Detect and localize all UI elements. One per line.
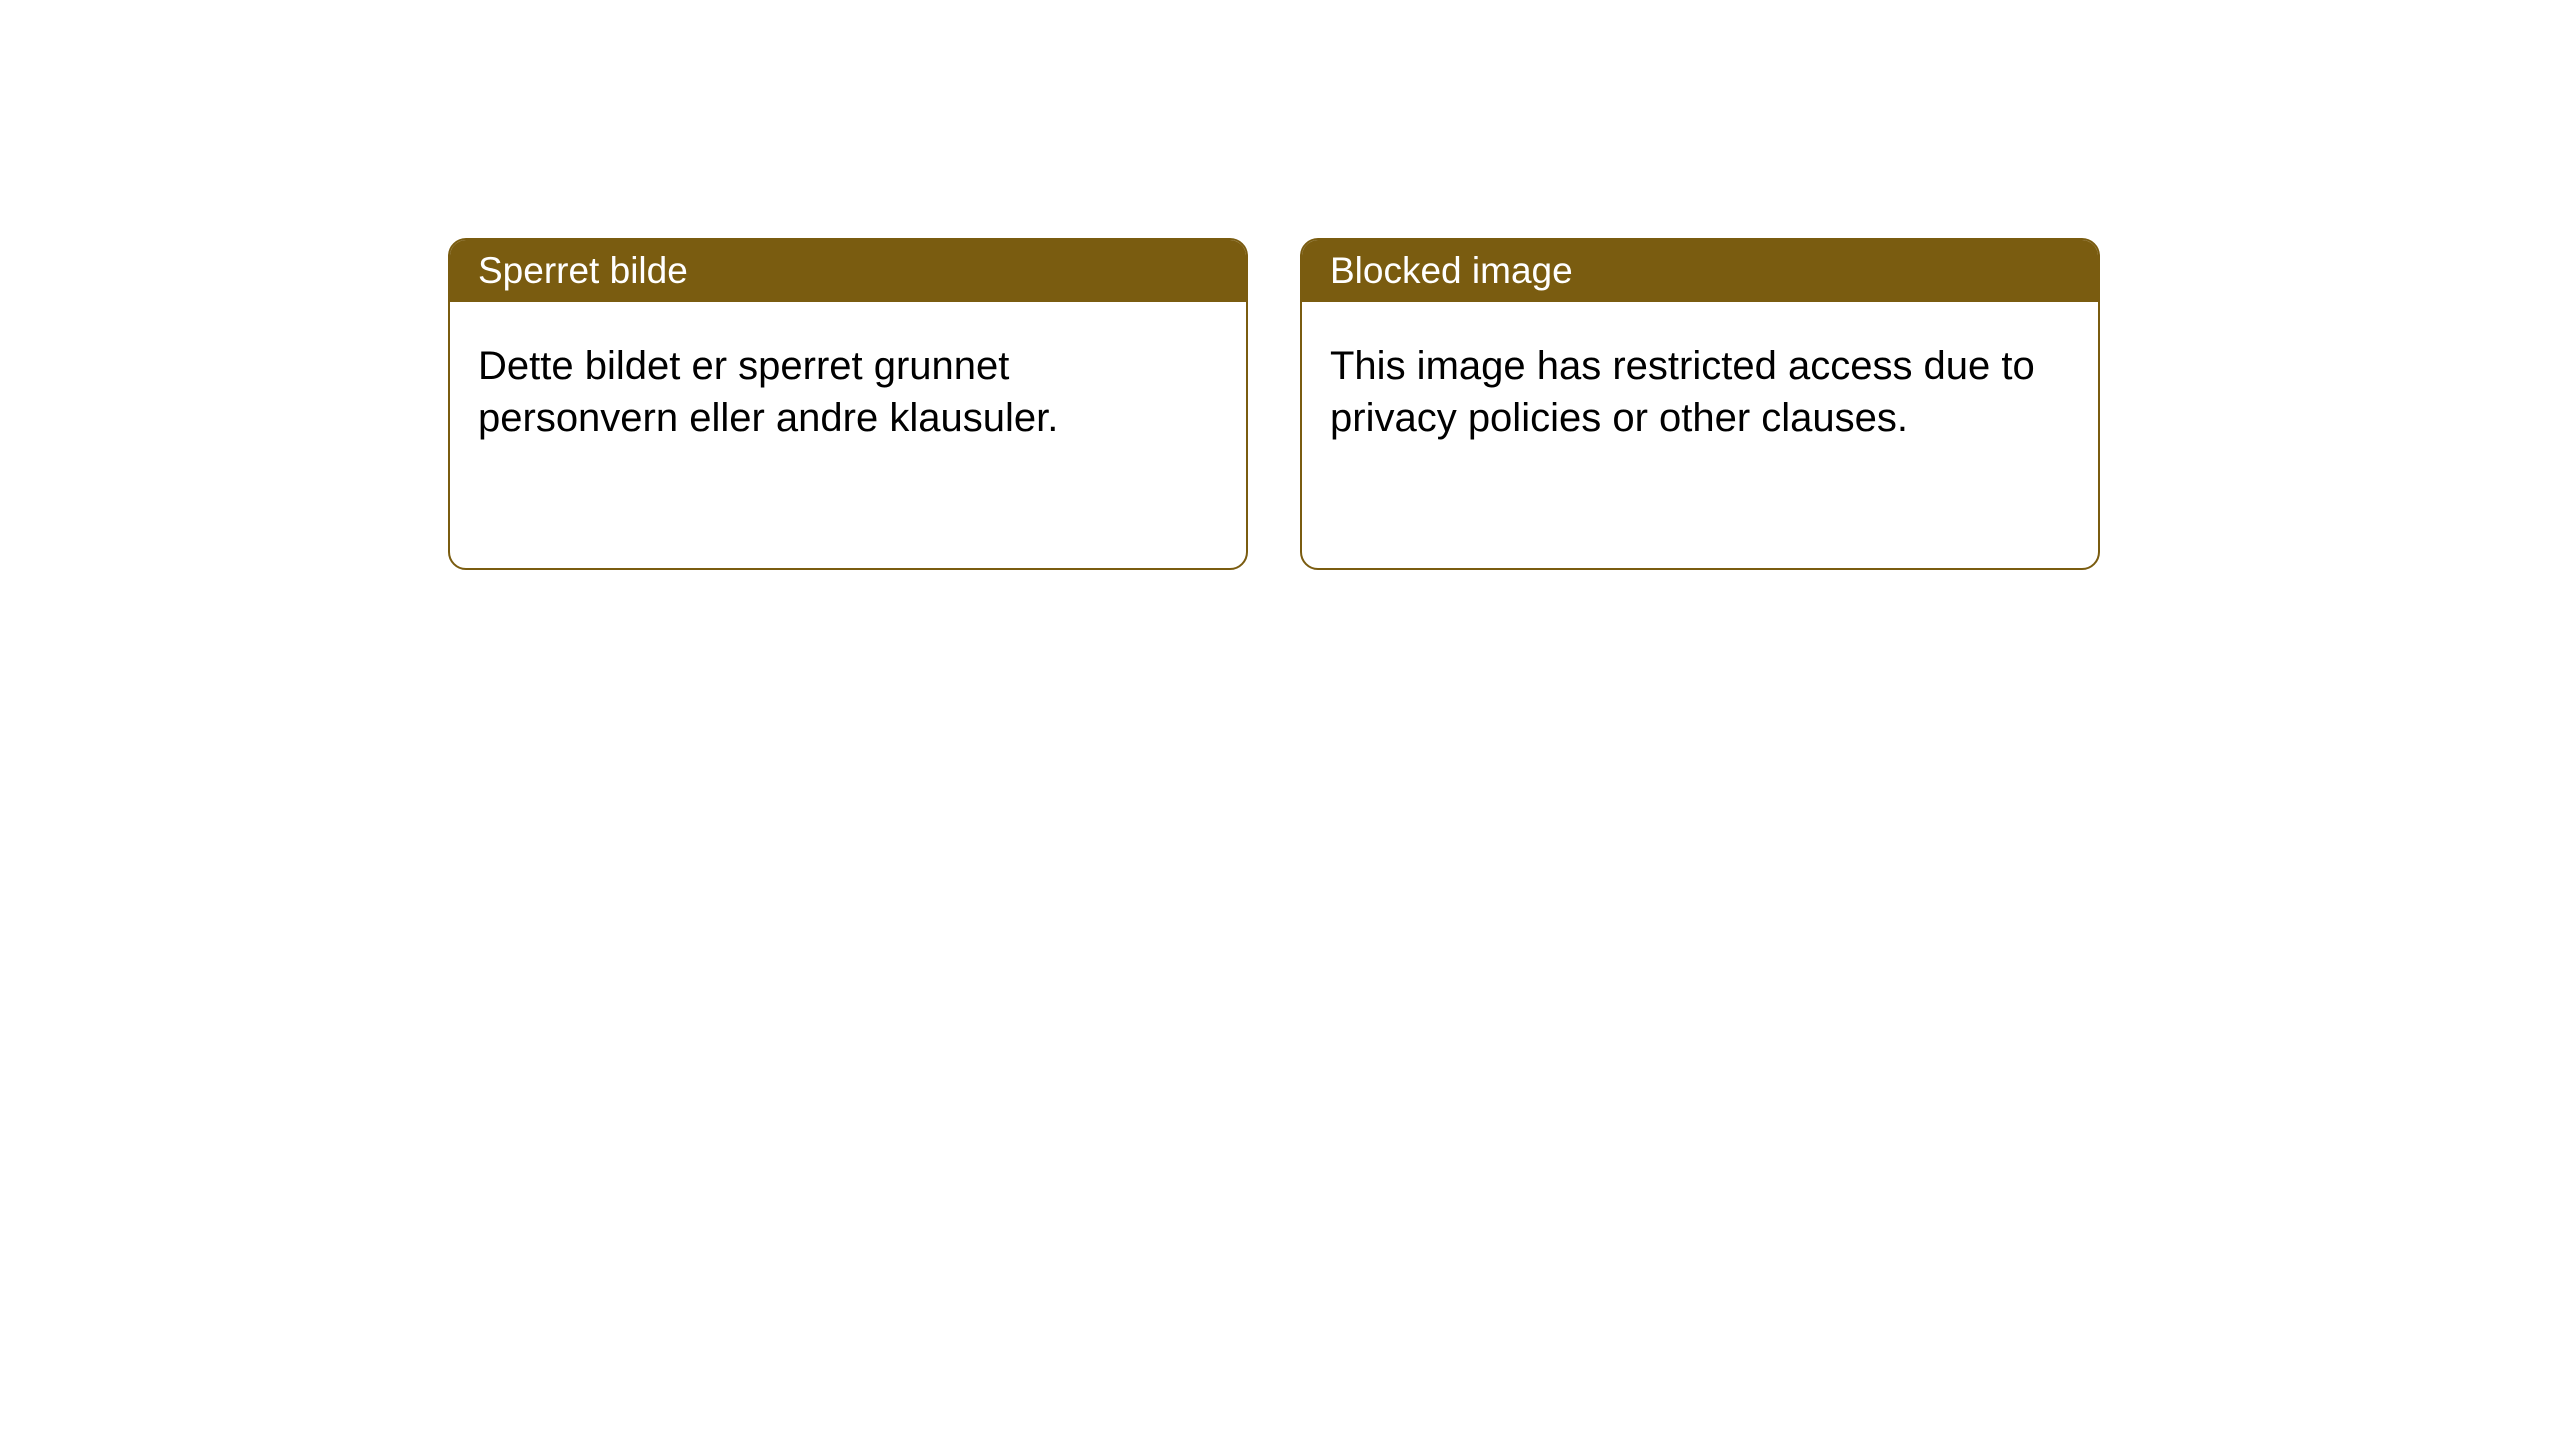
notice-message: Dette bildet er sperret grunnet personve…: [450, 302, 1246, 482]
notice-card-norwegian: Sperret bilde Dette bildet er sperret gr…: [448, 238, 1248, 570]
notice-message: This image has restricted access due to …: [1302, 302, 2098, 482]
notice-container: Sperret bilde Dette bildet er sperret gr…: [0, 0, 2560, 570]
notice-card-english: Blocked image This image has restricted …: [1300, 238, 2100, 570]
notice-header: Sperret bilde: [450, 240, 1246, 302]
notice-header: Blocked image: [1302, 240, 2098, 302]
